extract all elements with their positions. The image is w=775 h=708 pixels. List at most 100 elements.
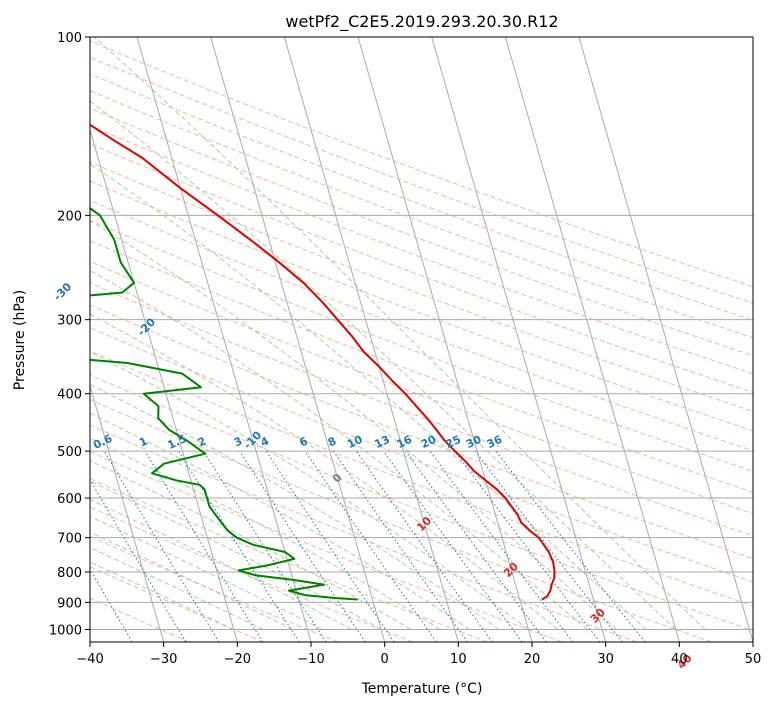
temperature-line (90, 123, 556, 601)
moist-adiabat (93, 37, 706, 630)
moist-adiabat (90, 351, 529, 630)
isotherm-line (504, 37, 680, 642)
isotherm-line (578, 37, 753, 642)
x-tick-label: −30 (150, 652, 177, 667)
y-tick-label: 1000 (49, 623, 82, 638)
mixing-ratio-label: 8 (326, 434, 338, 449)
dry-adiabat (90, 73, 753, 321)
y-tick-label: 800 (57, 566, 82, 581)
mixing-ratio-label: 1.5 (166, 432, 189, 452)
y-tick-label: 400 (57, 388, 82, 403)
mixing-ratio-label: 10 (345, 433, 365, 451)
isotherm-label: -20 (135, 315, 158, 338)
mixing-ratio-line (383, 450, 523, 642)
dry-adiabat (90, 506, 414, 642)
dry-adiabat (90, 125, 753, 375)
moist-adiabat (90, 561, 234, 630)
x-tick-label: −20 (224, 652, 251, 667)
dry-adiabat (90, 56, 753, 304)
moist-adiabat (90, 460, 411, 630)
x-tick-label: 20 (524, 652, 541, 667)
mixing-ratio-line (405, 450, 547, 642)
mixing-ratio-line (304, 450, 437, 642)
mixing-ratio-label: 25 (444, 433, 463, 451)
dry-adiabat (90, 327, 753, 583)
plot-frame (89, 36, 754, 643)
x-tick-label: 10 (450, 652, 467, 667)
moist-adiabat (90, 531, 293, 630)
dry-adiabat (90, 90, 753, 339)
mixing-ratio-line (103, 450, 220, 642)
moist-adiabat (90, 384, 500, 630)
x-tick-label: 50 (745, 652, 762, 667)
mixing-ratio-label: 30 (464, 433, 484, 451)
y-tick-label: 700 (57, 532, 82, 547)
dry-adiabat (90, 374, 753, 632)
mixing-ratio-label: 16 (395, 433, 415, 451)
moist-adiabat (90, 480, 382, 630)
dry-adiabat (90, 161, 753, 412)
dry-adiabat (90, 350, 753, 607)
dry-adiabat (90, 40, 753, 288)
mixing-ratio-line (429, 450, 574, 642)
moist-adiabat (90, 546, 264, 630)
x-axis: −40 −30 −20 −10 0 10 20 30 40 50 (76, 642, 761, 667)
dry-adiabat (90, 143, 753, 393)
mixing-ratio-line (495, 450, 646, 642)
y-tick-label: 200 (57, 209, 82, 224)
dry-adiabat (90, 450, 563, 642)
dry-adiabat (90, 399, 712, 642)
isotherm-line (90, 127, 238, 642)
isotherm-line (210, 37, 386, 642)
x-tick-label: 30 (597, 652, 614, 667)
isotherm-line (90, 384, 165, 642)
x-tick-label: 40 (671, 652, 688, 667)
y-tick-label: 900 (57, 596, 82, 611)
dry-adiabat (90, 282, 753, 537)
isotherm-label: -30 (51, 280, 74, 303)
moist-adiabat (90, 100, 677, 630)
dry-adiabat (90, 535, 339, 642)
dry-adiabat (90, 424, 638, 642)
dry-adiabat (90, 219, 753, 472)
isotherm-label: -10 (241, 428, 264, 451)
moist-adiabat (90, 498, 352, 630)
moist-adiabat (90, 163, 647, 630)
dry-adiabat (90, 180, 753, 432)
moist-adiabat (90, 270, 588, 630)
y-tick-label: 100 (57, 31, 82, 46)
background-lines (90, 37, 753, 642)
moist-adiabat (90, 220, 618, 630)
x-tick-label: 0 (381, 652, 389, 667)
y-tick-label: 300 (57, 314, 82, 329)
isotherm-line (283, 37, 459, 642)
mixing-ratio-label: 20 (419, 433, 439, 451)
dry-adiabat (90, 199, 753, 452)
mixing-ratio-label: 36 (485, 433, 505, 451)
y-tick-label: 600 (57, 492, 82, 507)
isotherm-label: 20 (501, 560, 521, 580)
isotherm-label: 30 (588, 606, 608, 626)
dewpoint-line (90, 207, 358, 601)
mixing-ratio-line (144, 450, 264, 642)
sounding-lines (90, 123, 556, 601)
mixing-ratio-line (355, 450, 493, 642)
dry-adiabat (90, 566, 264, 642)
x-tick-label: −10 (297, 652, 324, 667)
x-axis-label: Temperature (°C) (361, 681, 483, 697)
y-axis-label: Pressure (hPa) (12, 290, 28, 390)
dry-adiabat (90, 478, 488, 642)
x-tick-label: −40 (76, 652, 103, 667)
mixing-ratio-line (333, 450, 468, 642)
mixing-ratio-label: 13 (373, 433, 392, 451)
line-labels: 0.611.52346810131620253036-100-90-80-70-… (51, 280, 695, 672)
moist-adiabat (90, 437, 441, 630)
mixing-ratio-line (178, 450, 300, 642)
dry-adiabat (90, 107, 753, 357)
isotherm-label: 0 (330, 471, 345, 486)
mixing-ratio-line (265, 450, 395, 642)
moist-adiabat (90, 515, 323, 630)
isotherm-line (431, 37, 607, 642)
chart-title: wetPf2_C2E5.2019.293.20.30.R12 (285, 12, 558, 32)
